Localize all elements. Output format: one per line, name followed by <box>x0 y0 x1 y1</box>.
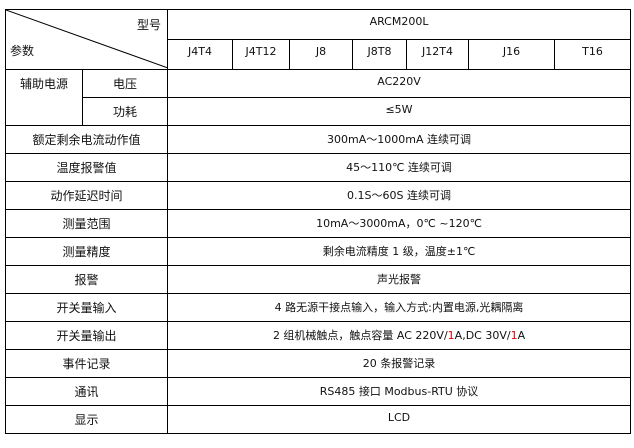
row-value: 45～110℃ 连续可调 <box>166 153 632 182</box>
model-label: 型号 <box>136 18 161 32</box>
row-value: 2 组机械触点，触点容量 AC 220V/1A,DC 30V/1A <box>166 321 632 350</box>
voltage-value: AC220V <box>166 69 632 98</box>
table-row: 通讯 RS485 接口 Modbus-RTU 协议 <box>5 377 632 406</box>
table-row: 额定剩余电流动作值 300mA～1000mA 连续可调 <box>5 125 632 154</box>
output-text: A <box>517 329 526 342</box>
row-label: 动作延迟时间 <box>5 181 168 210</box>
row-label: 测量范围 <box>5 209 168 238</box>
model-j4t4: J4T4 <box>167 39 233 70</box>
output-current-ac: 1 <box>447 329 455 342</box>
table-row: 报警 声光报警 <box>5 265 632 294</box>
row-label: 通讯 <box>5 377 168 406</box>
table-row: 显示 LCD <box>5 405 632 434</box>
table-row: 动作延迟时间 0.1S～60S 连续可调 <box>5 181 632 210</box>
table-row: 测量精度 剩余电流精度 1 级，温度±1℃ <box>5 237 632 266</box>
row-label: 事件记录 <box>5 349 168 378</box>
table-row: 开关量输入 4 路无源干接点输入，输入方式:内置电源,光耦隔离 <box>5 293 632 322</box>
row-value: 声光报警 <box>166 265 632 294</box>
header-diagonal-cell: 型号 参数 <box>5 9 168 70</box>
output-text: 2 组机械触点，触点容量 AC 220V/ <box>272 329 448 342</box>
row-value: RS485 接口 Modbus-RTU 协议 <box>166 377 632 406</box>
power-label: 功耗 <box>82 97 168 126</box>
aux-power-label: 辅助电源 <box>5 69 83 126</box>
row-label: 报警 <box>5 265 168 294</box>
power-value: ≤5W <box>166 97 632 126</box>
model-t16: T16 <box>553 39 632 70</box>
spec-table: 型号 参数 ARCM200L J4T4 J4T12 J8 J8T8 J12T4 … <box>5 9 632 434</box>
row-label: 温度报警值 <box>5 153 168 182</box>
row-value: 剩余电流精度 1 级，温度±1℃ <box>166 237 632 266</box>
row-label: 显示 <box>5 405 168 434</box>
row-label: 测量精度 <box>5 237 168 266</box>
model-j12t4: J12T4 <box>406 39 469 70</box>
output-text: A,DC 30V/ <box>454 329 511 342</box>
param-label: 参数 <box>10 44 35 58</box>
model-j16: J16 <box>468 39 555 70</box>
voltage-label: 电压 <box>82 69 168 98</box>
table-row: 温度报警值 45～110℃ 连续可调 <box>5 153 632 182</box>
row-value: 300mA～1000mA 连续可调 <box>166 125 632 154</box>
row-label: 开关量输出 <box>5 321 168 350</box>
model-j4t12: J4T12 <box>232 39 290 70</box>
diagonal-line <box>6 10 167 68</box>
row-value: 0.1S～60S 连续可调 <box>166 181 632 210</box>
model-j8: J8 <box>289 39 353 70</box>
row-value: LCD <box>166 405 632 434</box>
row-label: 开关量输入 <box>5 293 168 322</box>
output-current-dc: 1 <box>510 329 518 342</box>
table-row: 测量范围 10mA～3000mA，0℃ ~120℃ <box>5 209 632 238</box>
table-row: 事件记录 20 条报警记录 <box>5 349 632 378</box>
table-row: 开关量输出 2 组机械触点，触点容量 AC 220V/1A,DC 30V/1A <box>5 321 632 350</box>
row-value: 20 条报警记录 <box>166 349 632 378</box>
row-value: 10mA～3000mA，0℃ ~120℃ <box>166 209 632 238</box>
model-j8t8: J8T8 <box>352 39 407 70</box>
row-value: 4 路无源干接点输入，输入方式:内置电源,光耦隔离 <box>166 293 632 322</box>
series-name: ARCM200L <box>166 9 632 40</box>
row-label: 额定剩余电流动作值 <box>5 125 168 154</box>
